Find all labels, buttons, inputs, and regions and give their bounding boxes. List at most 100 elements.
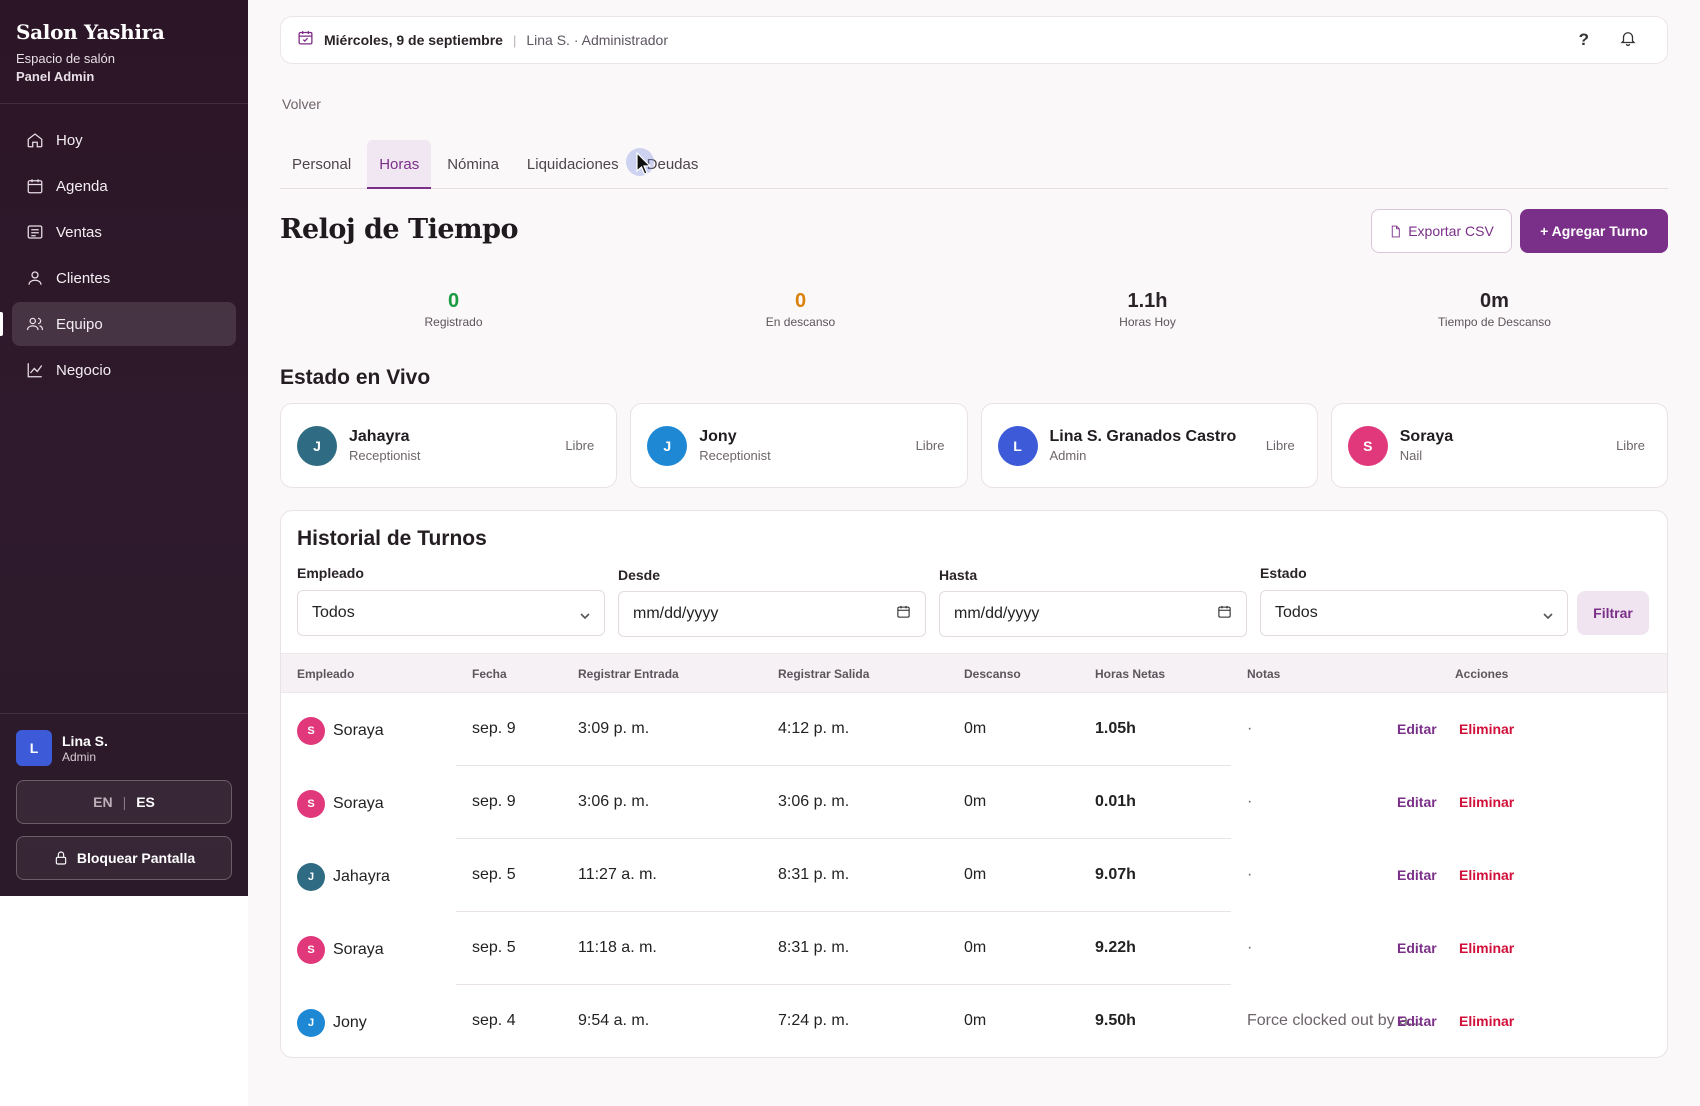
tab-nomina[interactable]: Nómina bbox=[447, 155, 499, 173]
edit-button[interactable]: Editar bbox=[1397, 721, 1437, 737]
lock-icon bbox=[55, 851, 67, 865]
export-csv-button[interactable]: Exportar CSV bbox=[1371, 209, 1512, 253]
lang-es-option[interactable]: ES bbox=[136, 794, 155, 810]
to-date-value: mm/dd/yyyy bbox=[954, 605, 1040, 622]
delete-button[interactable]: Eliminar bbox=[1459, 721, 1515, 737]
net-hours-cell: 9.07h bbox=[1095, 866, 1136, 883]
back-link[interactable]: Volver bbox=[282, 96, 321, 112]
users-icon bbox=[26, 315, 44, 333]
employee-cell: J Jahayra bbox=[297, 863, 390, 891]
delete-button[interactable]: Eliminar bbox=[1459, 940, 1515, 956]
file-icon bbox=[1391, 225, 1400, 237]
employee-name: Soraya bbox=[333, 722, 384, 739]
clock-in-cell: 3:06 p. m. bbox=[578, 793, 650, 810]
edit-button[interactable]: Editar bbox=[1397, 794, 1437, 810]
from-date-input[interactable]: mm/dd/yyyy bbox=[618, 591, 926, 637]
employee-name: Soraya bbox=[333, 795, 384, 812]
tab-deudas[interactable]: Deudas bbox=[646, 155, 699, 173]
calendar-icon bbox=[26, 177, 44, 195]
break-cell: 0m bbox=[964, 866, 987, 883]
state-select[interactable]: Todos bbox=[1260, 590, 1568, 636]
delete-button[interactable]: Eliminar bbox=[1459, 794, 1515, 810]
mouse-cursor-icon bbox=[636, 152, 652, 175]
brand-panel-label: Panel Admin bbox=[16, 69, 95, 84]
status-badge: Libre bbox=[565, 438, 595, 453]
column-header: Descanso bbox=[964, 667, 1021, 681]
live-card[interactable]: J Jony Receptionist Libre bbox=[630, 403, 968, 488]
staff-name: Jahayra bbox=[349, 428, 410, 445]
avatar: S bbox=[1347, 425, 1388, 466]
current-date: Miércoles, 9 de septiembre bbox=[324, 32, 503, 48]
sidebar-item-negocio[interactable]: Negocio bbox=[12, 348, 236, 392]
user-icon bbox=[26, 269, 44, 287]
calendar-icon[interactable] bbox=[1217, 604, 1232, 624]
stat-label: Tiempo de Descanso bbox=[1438, 315, 1551, 329]
tab-personal[interactable]: Personal bbox=[292, 155, 352, 173]
chevron-down-icon bbox=[580, 608, 590, 620]
status-badge: Libre bbox=[1265, 438, 1295, 453]
top-bar: Miércoles, 9 de septiembre | Lina S. · A… bbox=[280, 16, 1668, 64]
to-date-input[interactable]: mm/dd/yyyy bbox=[939, 591, 1247, 637]
stat-hours-today: 1.1h Horas Hoy bbox=[974, 290, 1321, 329]
calendar-check-icon bbox=[297, 29, 314, 51]
net-hours-cell: 9.22h bbox=[1095, 939, 1136, 956]
stat-value: 0 bbox=[447, 290, 460, 312]
language-switcher: EN | ES bbox=[16, 780, 232, 824]
calendar-icon[interactable] bbox=[896, 604, 911, 624]
edit-button[interactable]: Editar bbox=[1397, 940, 1437, 956]
to-date-label: Hasta bbox=[939, 567, 978, 583]
clock-out-cell: 8:31 p. m. bbox=[778, 866, 850, 883]
delete-button[interactable]: Eliminar bbox=[1459, 867, 1515, 883]
employee-cell: S Soraya bbox=[297, 717, 384, 745]
avatar: J bbox=[297, 1009, 325, 1037]
edit-button[interactable]: Editar bbox=[1397, 1013, 1437, 1029]
sidebar: Salon Yashira Espacio de salón Panel Adm… bbox=[0, 0, 248, 896]
stat-registered: 0 Registrado bbox=[280, 290, 627, 329]
topbar-separator: | bbox=[512, 32, 517, 48]
filter-button[interactable]: Filtrar bbox=[1577, 591, 1649, 635]
stat-label: En descanso bbox=[765, 315, 836, 329]
sidebar-item-clientes[interactable]: Clientes bbox=[12, 256, 236, 300]
break-cell: 0m bbox=[964, 793, 987, 810]
sidebar-nav: Hoy Agenda Ventas Clientes Equipo Negoci… bbox=[0, 104, 248, 392]
lang-en-option[interactable]: EN bbox=[93, 794, 113, 810]
edit-button[interactable]: Editar bbox=[1397, 867, 1437, 883]
live-card[interactable]: L Lina S. Granados Castro Admin Libre bbox=[980, 403, 1318, 488]
receipt-icon bbox=[26, 223, 44, 241]
table-row: J Jony sep. 4 9:54 a. m. 7:24 p. m. 0m 9.50h Fo… bbox=[281, 985, 1667, 1057]
live-card[interactable]: J Jahayra Receptionist Libre bbox=[280, 403, 618, 488]
sidebar-item-label: Ventas bbox=[56, 223, 102, 241]
live-card[interactable]: S Soraya Nail Libre bbox=[1330, 403, 1668, 488]
main-content: Miércoles, 9 de septiembre | Lina S. · A… bbox=[248, 0, 1700, 1106]
sidebar-item-hoy[interactable]: Hoy bbox=[12, 118, 236, 162]
employee-select[interactable]: Todos bbox=[297, 590, 605, 636]
shift-history-panel: Historial de Turnos Empleado Todos Desde… bbox=[280, 510, 1668, 1058]
sidebar-item-ventas[interactable]: Ventas bbox=[12, 210, 236, 254]
lock-screen-button[interactable]: Bloquear Pantalla bbox=[16, 836, 232, 880]
avatar: J bbox=[297, 425, 337, 466]
stat-value: 0m bbox=[1480, 290, 1509, 312]
employee-filter-label: Empleado bbox=[297, 565, 364, 581]
staff-name: Soraya bbox=[1399, 428, 1454, 445]
stat-label: Registrado bbox=[424, 315, 483, 329]
chevron-down-icon bbox=[1543, 608, 1553, 620]
avatar: S bbox=[297, 717, 325, 745]
tab-horas[interactable]: Horas bbox=[367, 140, 432, 189]
tab-liquidaciones[interactable]: Liquidaciones bbox=[526, 155, 619, 173]
status-badge: Libre bbox=[1616, 438, 1645, 453]
state-filter-label: Estado bbox=[1260, 565, 1307, 581]
lock-screen-label: Bloquear Pantalla bbox=[76, 850, 196, 866]
shift-history-title: Historial de Turnos bbox=[297, 527, 487, 550]
employee-name: Soraya bbox=[333, 941, 384, 958]
sidebar-item-equipo[interactable]: Equipo bbox=[0, 302, 236, 346]
add-shift-button[interactable]: + Agregar Turno bbox=[1520, 209, 1668, 253]
column-header: Notas bbox=[1247, 667, 1281, 681]
status-badge: Libre bbox=[915, 438, 945, 453]
column-header: Horas Netas bbox=[1095, 667, 1166, 681]
delete-button[interactable]: Eliminar bbox=[1459, 1013, 1515, 1029]
column-header: Fecha bbox=[472, 667, 507, 681]
employee-name: Jony bbox=[333, 1014, 367, 1031]
help-icon[interactable]: ? bbox=[1578, 30, 1589, 49]
sidebar-item-agenda[interactable]: Agenda bbox=[12, 164, 236, 208]
bell-icon[interactable] bbox=[1619, 29, 1637, 52]
